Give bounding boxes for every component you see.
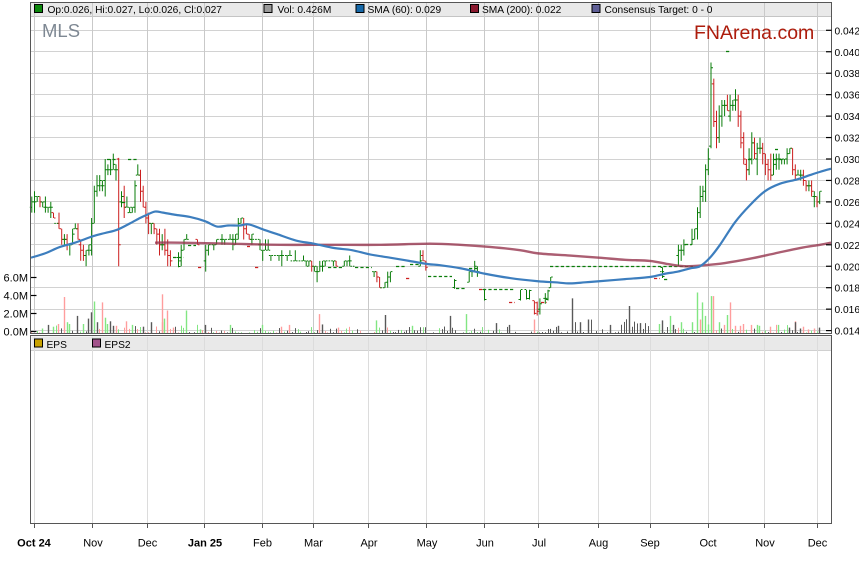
svg-text:6.0M: 6.0M	[4, 273, 28, 285]
svg-text:0.022: 0.022	[835, 241, 859, 252]
svg-text:0.028: 0.028	[835, 176, 859, 187]
svg-text:SMA (200): 0.022: SMA (200): 0.022	[482, 5, 562, 16]
svg-text:4.0M: 4.0M	[4, 291, 28, 303]
svg-text:Vol: 0.426M: Vol: 0.426M	[278, 5, 332, 16]
svg-text:0.014: 0.014	[835, 327, 859, 338]
svg-text:0.0M: 0.0M	[4, 327, 28, 339]
svg-text:Op:0.026, Hi:0.027, Lo:0.026,: Op:0.026, Hi:0.027, Lo:0.026, Cl:0.027	[48, 5, 223, 16]
svg-text:0.032: 0.032	[835, 134, 859, 145]
svg-text:0.038: 0.038	[835, 69, 859, 80]
svg-text:Oct: Oct	[699, 538, 716, 550]
svg-text:Feb: Feb	[253, 538, 272, 550]
svg-text:Jan 25: Jan 25	[188, 538, 222, 550]
svg-text:MLS: MLS	[42, 20, 80, 41]
svg-text:Sep: Sep	[640, 538, 660, 550]
svg-text:Consensus Target: 0 - 0: Consensus Target: 0 - 0	[605, 5, 713, 16]
svg-text:0.016: 0.016	[835, 305, 859, 316]
svg-text:0.030: 0.030	[835, 155, 859, 166]
svg-text:SMA (60): 0.029: SMA (60): 0.029	[368, 5, 442, 16]
svg-text:Mar: Mar	[304, 538, 323, 550]
svg-text:Nov: Nov	[755, 538, 775, 550]
svg-text:May: May	[417, 538, 438, 550]
svg-text:0.020: 0.020	[835, 262, 859, 273]
svg-text:0.036: 0.036	[835, 91, 859, 102]
svg-text:EPS: EPS	[47, 340, 68, 351]
svg-text:0.042: 0.042	[835, 26, 859, 37]
svg-text:Apr: Apr	[360, 538, 377, 550]
svg-text:0.018: 0.018	[835, 284, 859, 295]
svg-text:Jul: Jul	[532, 538, 546, 550]
svg-text:0.026: 0.026	[835, 198, 859, 209]
svg-text:Jun: Jun	[476, 538, 494, 550]
svg-text:Nov: Nov	[83, 538, 103, 550]
svg-text:FNArena.com: FNArena.com	[694, 22, 814, 44]
svg-text:Dec: Dec	[138, 538, 158, 550]
svg-text:Aug: Aug	[589, 538, 609, 550]
svg-text:0.024: 0.024	[835, 219, 859, 230]
svg-text:0.034: 0.034	[835, 112, 859, 123]
svg-text:0.040: 0.040	[835, 48, 859, 59]
svg-text:EPS2: EPS2	[105, 340, 131, 351]
svg-text:2.0M: 2.0M	[4, 309, 28, 321]
svg-text:Dec: Dec	[808, 538, 828, 550]
svg-text:Oct 24: Oct 24	[17, 538, 52, 550]
